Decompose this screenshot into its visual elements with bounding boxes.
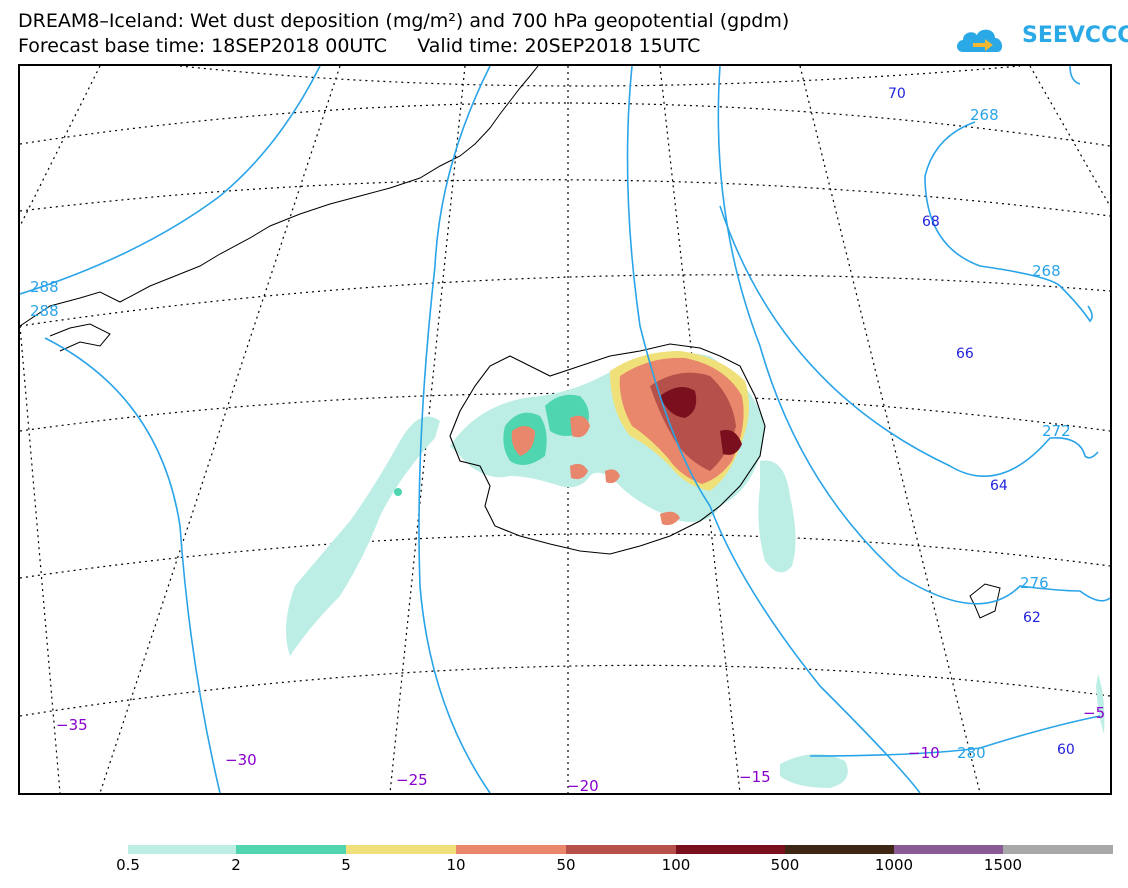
colorbar-label: 1500 <box>983 856 1023 874</box>
longitude-label: −10 <box>908 744 940 762</box>
colorbar-label: 5 <box>341 856 351 874</box>
faroe-coast <box>969 583 1001 619</box>
colorbar-segment <box>346 845 456 854</box>
cloud-arrow-icon <box>957 29 1003 52</box>
longitude-label: −25 <box>396 771 428 789</box>
latitude-label: 66 <box>956 346 974 362</box>
longitude-label: −30 <box>225 751 257 769</box>
greenland-coast <box>20 66 539 352</box>
map-canvas <box>20 66 1110 793</box>
colorbar-segment <box>128 845 236 854</box>
logo-text: SEEVCCC <box>1022 23 1128 48</box>
contour-label: 288 <box>30 278 59 296</box>
longitude-label: −35 <box>56 716 88 734</box>
colorbar-segment <box>456 845 566 854</box>
contour-label: 268 <box>970 106 999 124</box>
dust-deposition-field <box>286 351 1105 788</box>
contour-label: 268 <box>1032 262 1061 280</box>
colorbar-label: 10 <box>446 856 466 874</box>
latitude-label: 60 <box>1057 742 1075 758</box>
colorbar <box>128 845 1113 854</box>
colorbar-segment <box>676 845 785 854</box>
colorbar-label: 1000 <box>874 856 914 874</box>
latitude-label: 62 <box>1023 610 1041 626</box>
longitude-label: −20 <box>567 777 599 795</box>
colorbar-segment <box>1003 845 1113 854</box>
colorbar-label: 0.5 <box>116 856 140 874</box>
colorbar-label: 500 <box>770 856 800 874</box>
forecast-map: 288 288 268 268 272 276 280 70 68 66 64 … <box>18 64 1112 795</box>
colorbar-label: 2 <box>231 856 241 874</box>
longitude-label: −15 <box>739 768 771 786</box>
colorbar-segment <box>236 845 346 854</box>
latitude-label: 70 <box>888 86 906 102</box>
colorbar-label: 50 <box>556 856 576 874</box>
longitude-lines <box>20 66 1110 793</box>
title-line-1: DREAM8–Iceland: Wet dust deposition (mg/… <box>18 10 790 32</box>
colorbar-label: 100 <box>661 856 691 874</box>
longitude-label: −5 <box>1083 704 1106 722</box>
latitude-label: 64 <box>990 478 1008 494</box>
colorbar-segment <box>566 845 676 854</box>
colorbar-segment <box>894 845 1003 854</box>
contour-label: 288 <box>30 302 59 320</box>
latitude-lines <box>20 66 1110 717</box>
contour-label: 272 <box>1042 422 1071 440</box>
title-line-2: Forecast base time: 18SEP2018 00UTC Vali… <box>18 35 701 57</box>
colorbar-segment <box>785 845 894 854</box>
iceland-coast <box>449 343 766 555</box>
geopotential-contours <box>20 66 1110 793</box>
contour-label: 280 <box>957 744 986 762</box>
latitude-label: 68 <box>922 214 940 230</box>
contour-label: 276 <box>1020 574 1049 592</box>
